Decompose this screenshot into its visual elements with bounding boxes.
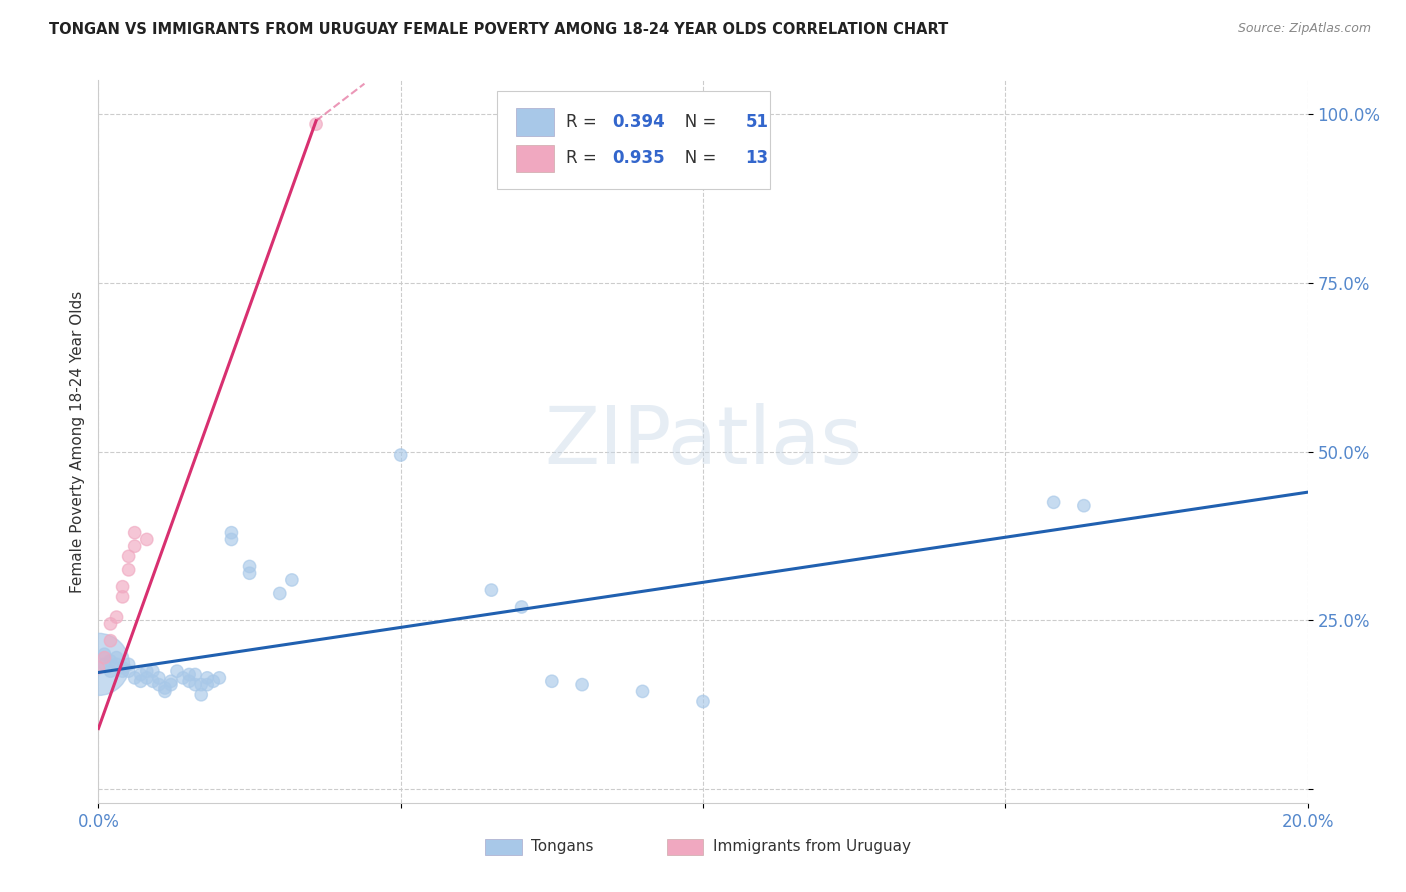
Text: 0.394: 0.394 bbox=[613, 113, 665, 131]
Text: N =: N = bbox=[669, 113, 721, 131]
Point bbox=[87, 661, 110, 675]
Text: 13: 13 bbox=[745, 149, 769, 168]
Text: Source: ZipAtlas.com: Source: ZipAtlas.com bbox=[1237, 22, 1371, 36]
Point bbox=[142, 664, 165, 678]
Text: Immigrants from Uruguay: Immigrants from Uruguay bbox=[713, 839, 911, 855]
Point bbox=[208, 671, 231, 685]
Point bbox=[166, 664, 188, 678]
Point bbox=[172, 671, 194, 685]
Point bbox=[124, 525, 146, 540]
Point bbox=[100, 633, 122, 648]
Text: ZIPatlas: ZIPatlas bbox=[544, 402, 862, 481]
FancyBboxPatch shape bbox=[485, 838, 522, 855]
Point bbox=[93, 650, 115, 665]
Point bbox=[692, 694, 714, 708]
Point bbox=[135, 671, 157, 685]
Point bbox=[281, 573, 304, 587]
FancyBboxPatch shape bbox=[516, 109, 554, 136]
Text: 0.935: 0.935 bbox=[613, 149, 665, 168]
Point bbox=[631, 684, 654, 698]
Point bbox=[129, 674, 152, 689]
Point bbox=[105, 650, 128, 665]
Point bbox=[118, 657, 141, 672]
Point bbox=[111, 590, 134, 604]
Point bbox=[179, 667, 201, 681]
Point bbox=[160, 674, 183, 689]
Point bbox=[124, 671, 146, 685]
Text: Tongans: Tongans bbox=[531, 839, 593, 855]
Point bbox=[105, 657, 128, 672]
Point bbox=[190, 688, 212, 702]
Point bbox=[221, 533, 243, 547]
Point bbox=[142, 674, 165, 689]
Point bbox=[148, 678, 170, 692]
FancyBboxPatch shape bbox=[516, 145, 554, 172]
Point bbox=[571, 678, 593, 692]
Point bbox=[135, 664, 157, 678]
Point bbox=[118, 563, 141, 577]
Point bbox=[481, 583, 503, 598]
Point bbox=[111, 661, 134, 675]
Point bbox=[305, 117, 328, 131]
Point bbox=[111, 664, 134, 678]
Text: R =: R = bbox=[567, 113, 602, 131]
Point bbox=[160, 678, 183, 692]
Point bbox=[105, 610, 128, 624]
FancyBboxPatch shape bbox=[666, 838, 703, 855]
Point bbox=[195, 678, 218, 692]
Point bbox=[118, 549, 141, 564]
Point bbox=[195, 671, 218, 685]
Point bbox=[184, 667, 207, 681]
Point bbox=[239, 566, 262, 581]
Text: R =: R = bbox=[567, 149, 602, 168]
Point bbox=[129, 667, 152, 681]
Point bbox=[148, 671, 170, 685]
Y-axis label: Female Poverty Among 18-24 Year Olds: Female Poverty Among 18-24 Year Olds bbox=[69, 291, 84, 592]
Point bbox=[202, 674, 225, 689]
Point bbox=[111, 580, 134, 594]
Point bbox=[124, 539, 146, 553]
Point bbox=[87, 657, 110, 672]
FancyBboxPatch shape bbox=[498, 91, 769, 189]
Point bbox=[93, 657, 115, 672]
Point bbox=[118, 664, 141, 678]
Point bbox=[179, 674, 201, 689]
Point bbox=[540, 674, 562, 689]
Text: TONGAN VS IMMIGRANTS FROM URUGUAY FEMALE POVERTY AMONG 18-24 YEAR OLDS CORRELATI: TONGAN VS IMMIGRANTS FROM URUGUAY FEMALE… bbox=[49, 22, 949, 37]
Point bbox=[269, 586, 291, 600]
Point bbox=[510, 599, 533, 614]
Point bbox=[93, 647, 115, 661]
Point bbox=[153, 681, 176, 695]
Text: N =: N = bbox=[669, 149, 721, 168]
Point bbox=[100, 654, 122, 668]
Point bbox=[153, 684, 176, 698]
Point bbox=[1073, 499, 1095, 513]
Point bbox=[100, 664, 122, 678]
Point bbox=[135, 533, 157, 547]
Text: 51: 51 bbox=[745, 113, 768, 131]
Point bbox=[389, 448, 412, 462]
Point bbox=[1042, 495, 1064, 509]
Point bbox=[100, 616, 122, 631]
Point bbox=[221, 525, 243, 540]
Point bbox=[239, 559, 262, 574]
Point bbox=[184, 678, 207, 692]
Point bbox=[190, 678, 212, 692]
